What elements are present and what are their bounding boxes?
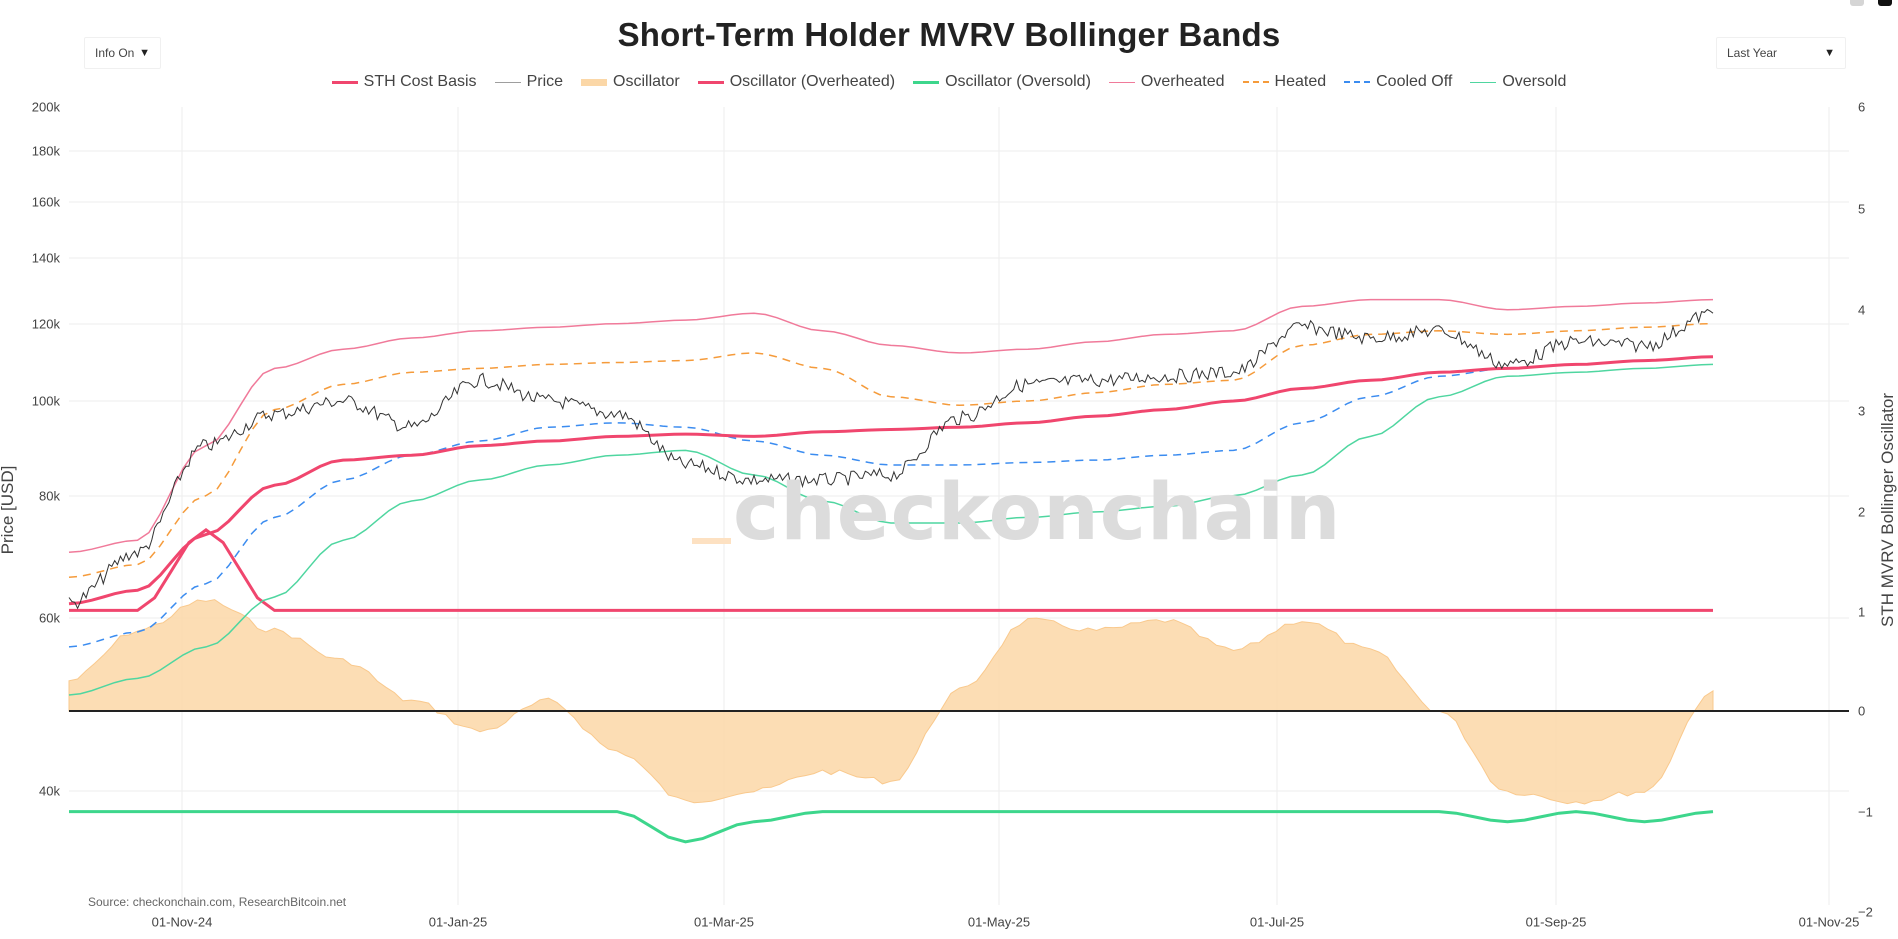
legend-swatch-line — [331, 80, 358, 84]
legend-swatch-dashed — [1242, 81, 1269, 83]
chart-title: Short-Term Holder MVRV Bollinger Bands — [617, 16, 1281, 53]
legend-swatch-dashed — [1344, 81, 1371, 83]
legend-label: Oscillator — [613, 73, 680, 90]
camera-icon[interactable] — [1850, 0, 1864, 6]
legend-label: STH Cost Basis — [363, 73, 477, 90]
legend-item-sth-cost-basis[interactable]: STH Cost Basis — [331, 73, 477, 91]
price-line — [68, 308, 1714, 610]
watermark-accent — [692, 538, 731, 544]
legend-label: Overheated — [1140, 73, 1225, 90]
y-tick-label: 80k — [39, 488, 60, 504]
chevron-down-icon: ▼ — [139, 47, 150, 59]
legend-item-oscillator-oversold[interactable]: Oscillator (Oversold) — [913, 73, 1091, 91]
legend-swatch-line — [1470, 81, 1497, 83]
legend-item-price[interactable]: Price — [494, 73, 564, 91]
y2-tick-label: −2 — [1858, 904, 1873, 920]
y-tick-label: 160k — [31, 194, 60, 210]
legend-swatch-area — [581, 78, 608, 86]
legend-label: Heated — [1274, 73, 1327, 90]
date-range-dropdown[interactable]: Last Year ▼ — [1716, 37, 1846, 69]
legend-label: Oscillator (Overheated) — [729, 73, 896, 90]
series-layer — [68, 298, 1849, 844]
legend-label: Price — [526, 73, 564, 90]
heated-band — [68, 322, 1714, 578]
oscillator-area — [68, 599, 1714, 805]
legend-swatch-line — [913, 80, 940, 84]
cooled-off-band — [68, 355, 1714, 648]
sth-cost-basis-line — [68, 355, 1714, 606]
y-tick-label: 140k — [31, 250, 60, 266]
legend-label: Oscillator (Oversold) — [945, 73, 1091, 90]
legend-swatch-line — [494, 81, 521, 83]
y-tick-label: 120k — [31, 316, 60, 332]
y-tick-label: 180k — [31, 143, 60, 159]
legend-item-oversold[interactable]: Oversold — [1470, 73, 1566, 91]
y2-tick-label: 0 — [1858, 703, 1866, 719]
range-dropdown-label: Last Year — [1727, 46, 1778, 60]
source-note: Source: checkonchain.com, ResearchBitcoi… — [88, 895, 347, 909]
gridlines — [69, 107, 1849, 905]
modebar — [1850, 0, 1892, 6]
legend-swatch-line — [697, 80, 724, 84]
legend-label: Oversold — [1502, 73, 1567, 90]
oscillator-oversold-line — [69, 810, 1714, 844]
y2-tick-label: 5 — [1858, 201, 1866, 217]
info-toggle-dropdown[interactable]: Info On ▼ — [84, 37, 161, 69]
y2-tick-label: −1 — [1858, 804, 1873, 820]
x-tick-label: 01-May-25 — [967, 914, 1031, 930]
y2-tick-label: 1 — [1858, 604, 1866, 620]
oversold-band — [68, 363, 1714, 696]
legend-item-cooled-off[interactable]: Cooled Off — [1344, 73, 1452, 91]
info-dropdown-label: Info On — [95, 46, 135, 60]
y-tick-label: 200k — [31, 99, 60, 115]
legend-item-heated[interactable]: Heated — [1242, 73, 1327, 91]
y2-tick-label: 4 — [1858, 302, 1866, 318]
y-tick-label: 100k — [31, 393, 60, 409]
chart-legend: STH Cost Basis Price Oscillator Oscillat… — [0, 73, 1898, 91]
y-tick-label: 40k — [39, 783, 60, 799]
x-tick-label: 01-Mar-25 — [694, 914, 754, 930]
x-tick-label: 01-Sep-25 — [1525, 914, 1587, 930]
plotly-logo-icon[interactable] — [1878, 0, 1892, 6]
watermark: checkonchain — [733, 468, 1342, 558]
x-tick-label: 01-Jan-25 — [428, 914, 488, 930]
legend-item-oscillator[interactable]: Oscillator — [581, 73, 680, 91]
left-axis-title: Price [USD] — [0, 465, 17, 555]
right-axis-title: STH MVRV Bollinger Oscillator — [1878, 393, 1897, 627]
legend-item-oscillator-overheated[interactable]: Oscillator (Overheated) — [697, 73, 896, 91]
legend-swatch-line — [1108, 81, 1135, 83]
y2-tick-label: 6 — [1858, 99, 1866, 115]
legend-label: Cooled Off — [1376, 73, 1453, 90]
y-tick-label: 60k — [39, 610, 60, 626]
chevron-down-icon: ▼ — [1824, 47, 1835, 59]
overheated-band — [68, 298, 1714, 554]
x-tick-label: 01-Nov-25 — [1798, 914, 1860, 930]
oscillator-overheated-line — [69, 528, 1713, 612]
x-tick-label: 01-Nov-24 — [151, 914, 213, 930]
x-tick-label: 01-Jul-25 — [1249, 914, 1305, 930]
y2-tick-label: 3 — [1858, 403, 1866, 419]
y2-tick-label: 2 — [1858, 504, 1866, 520]
legend-item-overheated[interactable]: Overheated — [1108, 73, 1225, 91]
